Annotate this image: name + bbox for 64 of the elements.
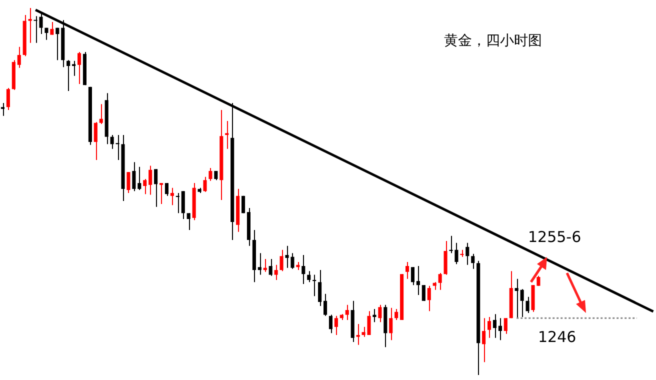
candlestick [208, 168, 212, 182]
candlestick [268, 258, 272, 276]
candlestick [427, 285, 431, 312]
candlestick [181, 190, 185, 220]
candlestick [416, 266, 420, 296]
candlestick [94, 122, 98, 160]
candlestick [6, 88, 10, 111]
candlestick [44, 27, 48, 40]
annotation: 1246 [538, 328, 576, 346]
candlestick [148, 165, 152, 196]
candlestick [466, 242, 470, 266]
text: 黄金，四小时图 [444, 32, 542, 50]
candlestick [186, 212, 190, 231]
candlestick [77, 52, 82, 84]
candlestick [302, 254, 306, 284]
candlestick [307, 270, 311, 283]
candlestick [328, 314, 333, 334]
candlestick [345, 304, 349, 320]
candlestick [394, 308, 398, 320]
candlestick [72, 60, 76, 76]
candlestick [471, 253, 475, 270]
candlestick [280, 249, 284, 272]
candlestick [410, 266, 415, 286]
candlestick [56, 27, 60, 61]
candlestick [482, 318, 486, 363]
candlestick [498, 318, 502, 341]
candlestick [28, 8, 32, 44]
candlestick [378, 304, 382, 323]
candlestick [126, 172, 130, 194]
candlestick [514, 278, 518, 319]
candlestick [356, 323, 360, 346]
candlestick [438, 272, 442, 290]
candlestick [263, 258, 267, 272]
candlestick [504, 318, 508, 334]
candlestick [492, 314, 497, 338]
candlestick [323, 293, 328, 316]
candlestick [274, 264, 278, 280]
candlestick [258, 252, 262, 276]
annotation: 1255-6 [528, 228, 582, 246]
candlestick [526, 296, 530, 314]
candlestick [66, 60, 70, 92]
candlestick [138, 166, 142, 191]
candlestick [170, 187, 174, 206]
candlestick [143, 178, 147, 195]
candlestick [389, 307, 393, 341]
candlestick [154, 168, 158, 208]
candlestick [405, 261, 410, 280]
candlestick [0, 102, 5, 116]
candlestick [50, 21, 54, 36]
candlestick [203, 176, 207, 192]
candlestick [132, 162, 136, 192]
candlestick [422, 284, 426, 302]
candlestick [372, 308, 376, 323]
candlestick [520, 288, 524, 318]
candlestick [318, 270, 322, 307]
candlestick [444, 240, 448, 276]
candlestick [334, 315, 338, 336]
candlestick [164, 182, 169, 196]
candlestick [225, 120, 229, 150]
candlestick [99, 104, 103, 124]
candlestick [159, 182, 164, 204]
candlestick [110, 134, 114, 150]
candlestick [17, 46, 21, 68]
candlestick [487, 316, 492, 338]
